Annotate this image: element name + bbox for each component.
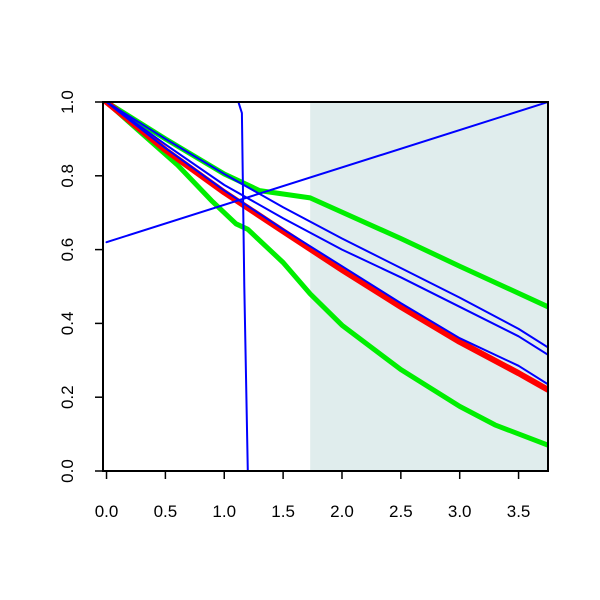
shaded-region xyxy=(310,102,548,471)
axis-layer xyxy=(95,101,549,479)
plot-frame xyxy=(102,101,549,472)
y-tick-label: 1.0 xyxy=(58,90,77,114)
series-line-4 xyxy=(105,102,548,349)
x-tick-label: 1.5 xyxy=(271,502,295,521)
x-tick-label: 0.0 xyxy=(95,502,119,521)
y-tick-labels: 0.0 0.2 0.4 0.6 0.8 1.0 xyxy=(58,90,77,483)
x-tick-label: 2.5 xyxy=(389,502,413,521)
x-tick-label: 3.0 xyxy=(448,502,472,521)
y-tick-label: 0.0 xyxy=(58,459,77,483)
y-tick-label: 0.6 xyxy=(58,238,77,262)
series-layer xyxy=(103,102,548,471)
series-line-5 xyxy=(105,102,548,356)
series-line-6 xyxy=(105,102,548,386)
series-line-2 xyxy=(104,102,548,448)
series-line-3 xyxy=(103,102,548,393)
series-line-7 xyxy=(105,102,548,244)
shaded-region-layer xyxy=(310,102,548,471)
series-line-8 xyxy=(105,102,548,471)
x-tick-label: 1.0 xyxy=(212,502,236,521)
x-tick-labels: 0.0 0.5 1.0 1.5 2.0 2.5 3.0 3.5 xyxy=(95,502,531,521)
y-tick-label: 0.2 xyxy=(58,385,77,409)
x-tick-label: 0.5 xyxy=(154,502,178,521)
y-tick-label: 0.8 xyxy=(58,164,77,188)
y-tick-label: 0.4 xyxy=(58,312,77,336)
x-tick-label: 3.5 xyxy=(507,502,531,521)
x-tick-label: 2.0 xyxy=(330,502,354,521)
